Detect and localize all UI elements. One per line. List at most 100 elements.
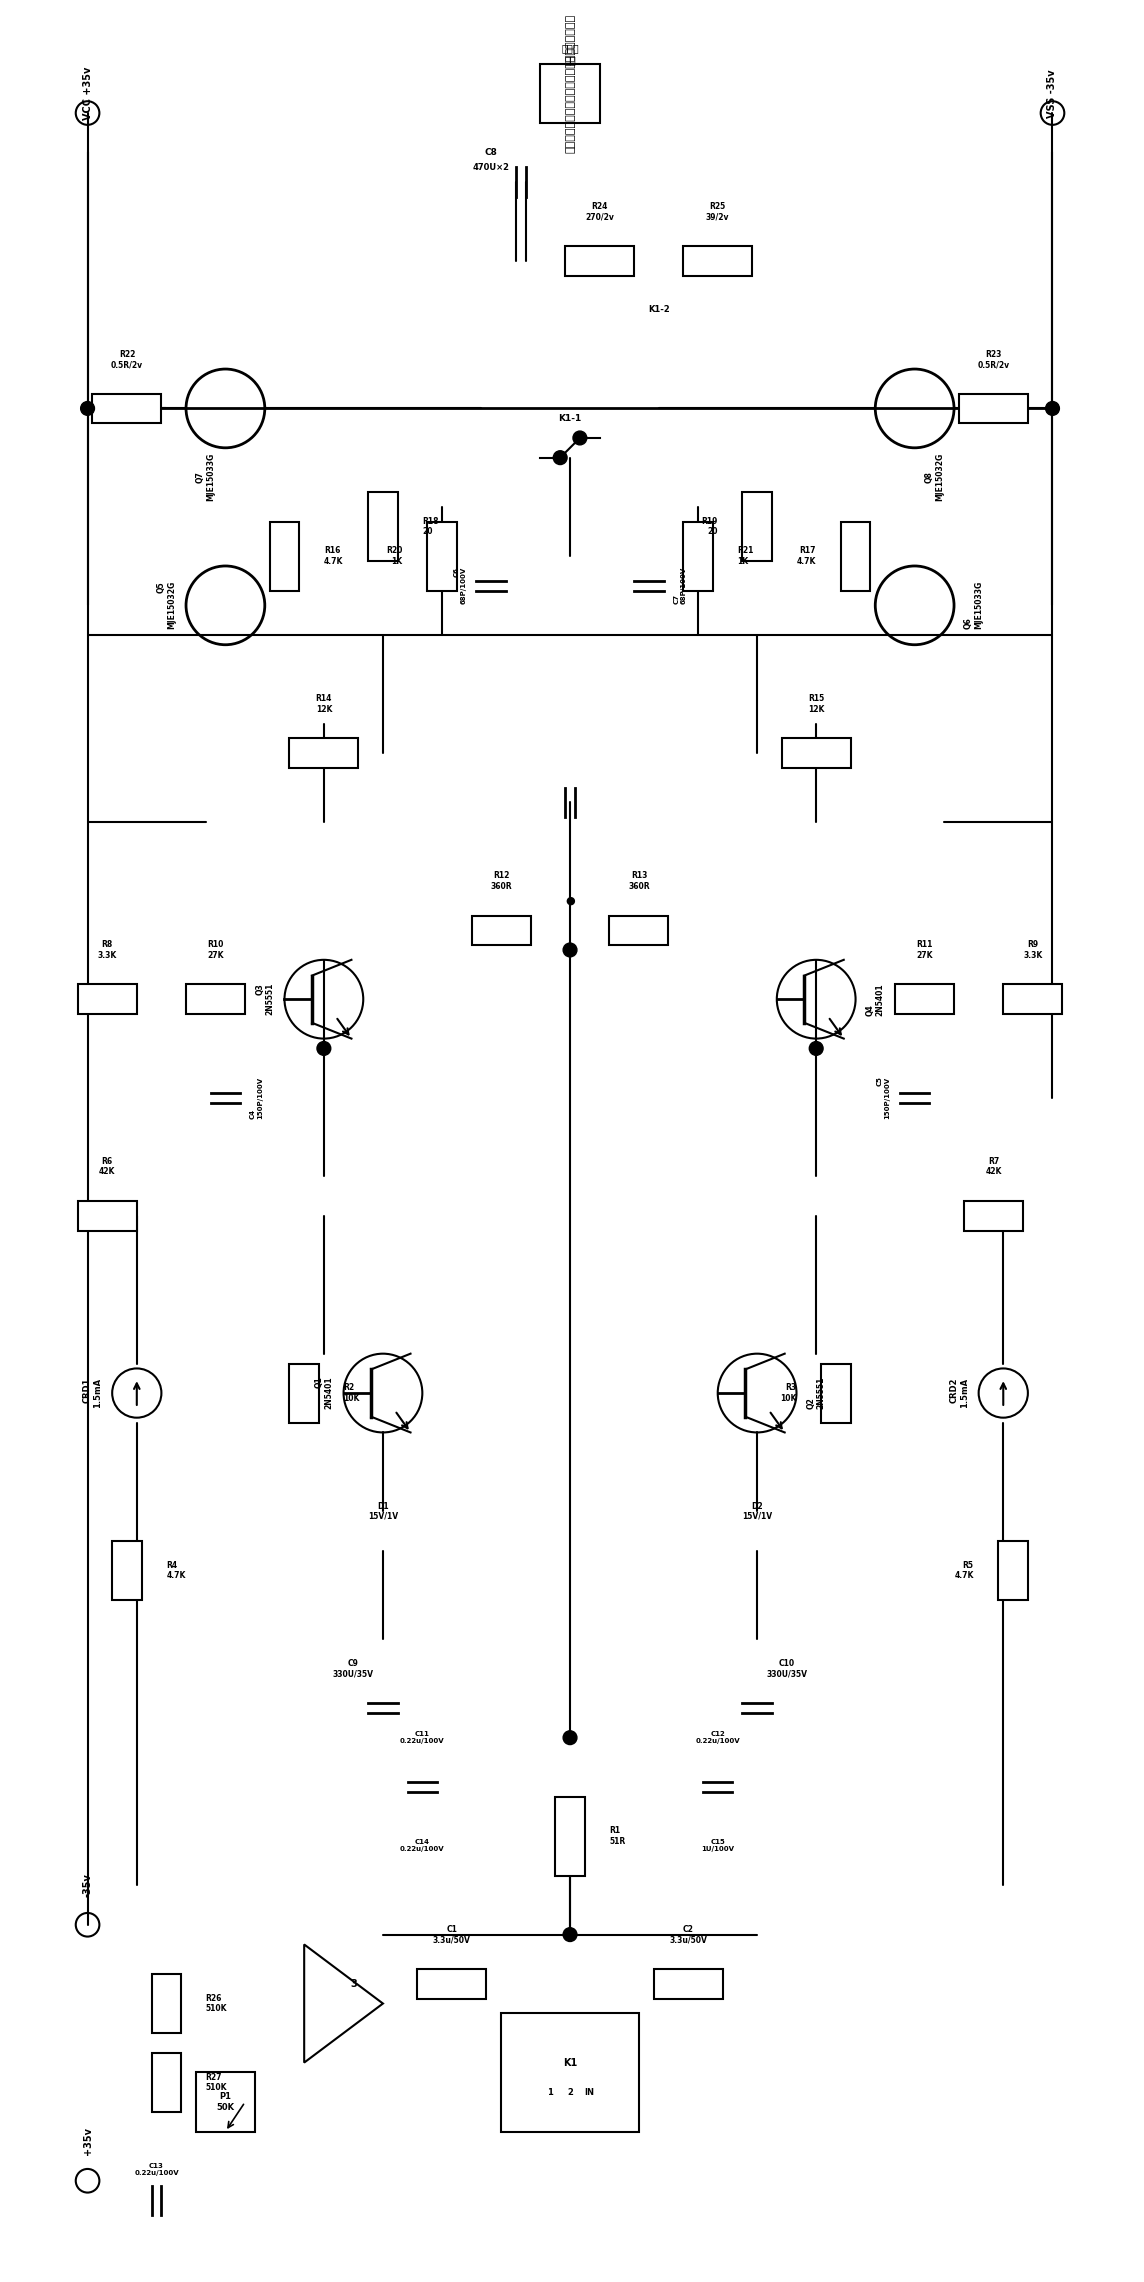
Text: 电压和电流双反馈放大电路、功率放大器和耳机: 电压和电流双反馈放大电路、功率放大器和耳机 (565, 14, 575, 153)
Text: R7
42K: R7 42K (985, 1157, 1002, 1178)
Text: R11
27K: R11 27K (916, 940, 932, 961)
Polygon shape (304, 1944, 383, 2063)
Text: R21
1K: R21 1K (738, 545, 754, 566)
Text: C8: C8 (485, 148, 498, 157)
Text: P1
50K: P1 50K (216, 2093, 235, 2111)
Text: -35v: -35v (82, 1874, 93, 1896)
Text: +35v: +35v (82, 2127, 93, 2156)
Bar (964, 1200, 1023, 1230)
Text: Q5
MJE15032G: Q5 MJE15032G (157, 582, 176, 630)
Bar (78, 984, 137, 1013)
Bar (540, 64, 599, 123)
Circle shape (563, 1730, 577, 1743)
Bar (427, 523, 456, 591)
Text: C10
330U/35V: C10 330U/35V (766, 1659, 808, 1680)
Text: C15
1U/100V: C15 1U/100V (701, 1839, 734, 1853)
Text: R3
10K: R3 10K (780, 1383, 796, 1403)
Text: R2
10K: R2 10K (343, 1383, 360, 1403)
Text: VSS -35v: VSS -35v (1048, 68, 1057, 119)
Bar (565, 246, 634, 276)
Circle shape (1046, 402, 1059, 415)
Text: R26
510K: R26 510K (206, 1994, 228, 2013)
Bar (93, 395, 161, 422)
Text: 扬声器
耳机: 扬声器 耳机 (562, 43, 579, 64)
Text: R1
51R: R1 51R (610, 1826, 626, 1846)
Text: R25
39/2v: R25 39/2v (706, 201, 730, 221)
Text: C7
68P/100V: C7 68P/100V (674, 566, 686, 605)
Circle shape (809, 1041, 823, 1054)
Bar (1003, 984, 1063, 1013)
Circle shape (81, 402, 95, 415)
Text: C4
150P/100V: C4 150P/100V (251, 1077, 263, 1118)
Text: C14
0.22u/100V: C14 0.22u/100V (400, 1839, 445, 1853)
Text: Q6
MJE15033G: Q6 MJE15033G (964, 582, 984, 630)
Bar (742, 493, 772, 561)
Circle shape (317, 1041, 331, 1054)
Text: Q4
2N5401: Q4 2N5401 (865, 984, 884, 1015)
Bar (895, 984, 954, 1013)
Bar (653, 1969, 723, 1999)
Bar (781, 739, 851, 767)
Text: R9
3.3K: R9 3.3K (1023, 940, 1042, 961)
Bar (959, 395, 1027, 422)
Text: D1
15V/1V: D1 15V/1V (368, 1502, 398, 1520)
Text: R18
20: R18 20 (422, 518, 439, 536)
Circle shape (573, 431, 587, 445)
Bar (186, 984, 245, 1013)
Text: R5
4.7K: R5 4.7K (954, 1561, 974, 1579)
Text: C6
68P/100V: C6 68P/100V (454, 566, 467, 605)
Text: R20
1K: R20 1K (387, 545, 403, 566)
Text: R15
12K: R15 12K (808, 694, 825, 714)
Text: C13
0.22u/100V: C13 0.22u/100V (134, 2163, 178, 2175)
Text: R6
42K: R6 42K (100, 1157, 116, 1178)
Text: C5
150P/100V: C5 150P/100V (877, 1077, 890, 1118)
Text: Q8
MJE15032G: Q8 MJE15032G (924, 454, 944, 502)
Text: CRD1
1.5mA: CRD1 1.5mA (82, 1378, 102, 1408)
Bar (501, 2013, 639, 2131)
Text: C1
3.3u/50V: C1 3.3u/50V (432, 1926, 471, 1944)
Bar (289, 739, 358, 767)
Text: CRD2
1.5mA: CRD2 1.5mA (950, 1378, 969, 1408)
Bar (151, 2054, 181, 2111)
Text: R4
4.7K: R4 4.7K (166, 1561, 185, 1579)
Text: R27
510K: R27 510K (206, 2072, 228, 2093)
Bar (418, 1969, 486, 1999)
Bar (683, 246, 753, 276)
Text: R13
360R: R13 360R (628, 872, 650, 890)
Text: ●: ● (565, 897, 575, 906)
Text: R19
20: R19 20 (701, 518, 717, 536)
Text: R10
27K: R10 27K (207, 940, 224, 961)
Text: K1-2: K1-2 (648, 306, 669, 315)
Text: R14
12K: R14 12K (316, 694, 332, 714)
Text: 2: 2 (567, 2088, 573, 2097)
Circle shape (563, 1928, 577, 1942)
Text: IN: IN (585, 2088, 595, 2097)
Bar (999, 1540, 1027, 1600)
Bar (196, 2072, 255, 2131)
Text: R16
4.7K: R16 4.7K (324, 545, 343, 566)
Text: VCC +35v: VCC +35v (82, 66, 93, 121)
Text: R8
3.3K: R8 3.3K (97, 940, 117, 961)
Text: C9
330U/35V: C9 330U/35V (333, 1659, 374, 1680)
Bar (78, 1200, 137, 1230)
Text: R24
270/2v: R24 270/2v (585, 201, 614, 221)
Text: Q3
2N5551: Q3 2N5551 (255, 984, 275, 1015)
Bar (151, 1974, 181, 2033)
Bar (683, 523, 713, 591)
Bar (821, 1365, 851, 1422)
Circle shape (563, 942, 577, 956)
Circle shape (554, 452, 567, 466)
Bar (368, 493, 398, 561)
Text: C12
0.22u/100V: C12 0.22u/100V (696, 1732, 740, 1743)
Text: K1: K1 (563, 2058, 578, 2067)
Text: 3: 3 (350, 1978, 357, 1990)
Bar (270, 523, 300, 591)
Text: R22
0.5R/2v: R22 0.5R/2v (111, 349, 143, 370)
Bar (555, 1796, 585, 1876)
Text: D2
15V/1V: D2 15V/1V (742, 1502, 772, 1520)
Text: C2
3.3u/50V: C2 3.3u/50V (669, 1926, 707, 1944)
Text: Q1
2N5401: Q1 2N5401 (315, 1376, 334, 1410)
Bar (610, 915, 668, 945)
Text: R12
360R: R12 360R (491, 872, 511, 890)
Text: C11
0.22u/100V: C11 0.22u/100V (400, 1732, 445, 1743)
